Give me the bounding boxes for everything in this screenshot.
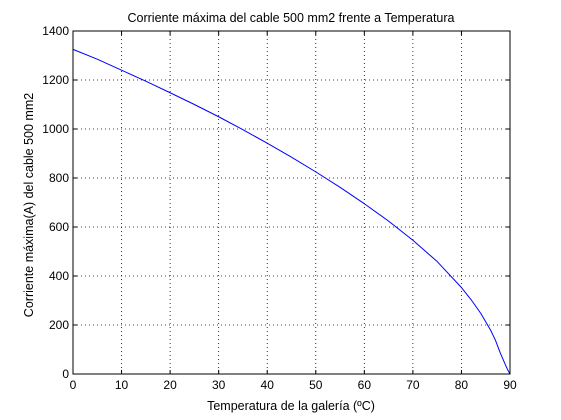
series-layer: [72, 48, 511, 375]
y-tick-label: 400: [49, 269, 69, 283]
x-tick-label: 10: [115, 378, 129, 392]
grid-lines: [73, 31, 510, 374]
x-tick-label: 0: [70, 378, 77, 392]
plot-area-frame: [72, 30, 511, 375]
x-tick-label: 50: [309, 378, 323, 392]
x-tick-labels: 0 10 20 30 40 50 60 70 80 90: [70, 378, 517, 392]
y-tick-label: 200: [49, 318, 69, 332]
x-tick-label: 70: [406, 378, 420, 392]
x-tick-label: 60: [358, 378, 372, 392]
x-tick-label: 90: [503, 378, 517, 392]
y-tick-label: 0: [62, 367, 69, 381]
y-tick-label: 600: [49, 220, 69, 234]
x-axis-label: Temperatura de la galería (ºC): [207, 399, 375, 413]
x-tick-label: 40: [261, 378, 275, 392]
series-line: [72, 48, 511, 375]
y-tick-label: 1200: [42, 73, 69, 87]
x-tick-label: 20: [163, 378, 177, 392]
tick-marks: [72, 30, 511, 375]
chart-title: Corriente máxima del cable 500 mm2 frent…: [127, 11, 454, 25]
y-tick-label: 1400: [42, 24, 69, 38]
y-tick-label: 1000: [42, 122, 69, 136]
y-tick-labels: 0 200 400 600 800 1000 1200 1400: [42, 24, 69, 381]
x-tick-label: 80: [455, 378, 469, 392]
x-tick-label: 30: [212, 378, 226, 392]
y-axis-label: Corriente máxima(A) del cable 500 mm2: [22, 93, 36, 317]
y-tick-label: 800: [49, 171, 69, 185]
